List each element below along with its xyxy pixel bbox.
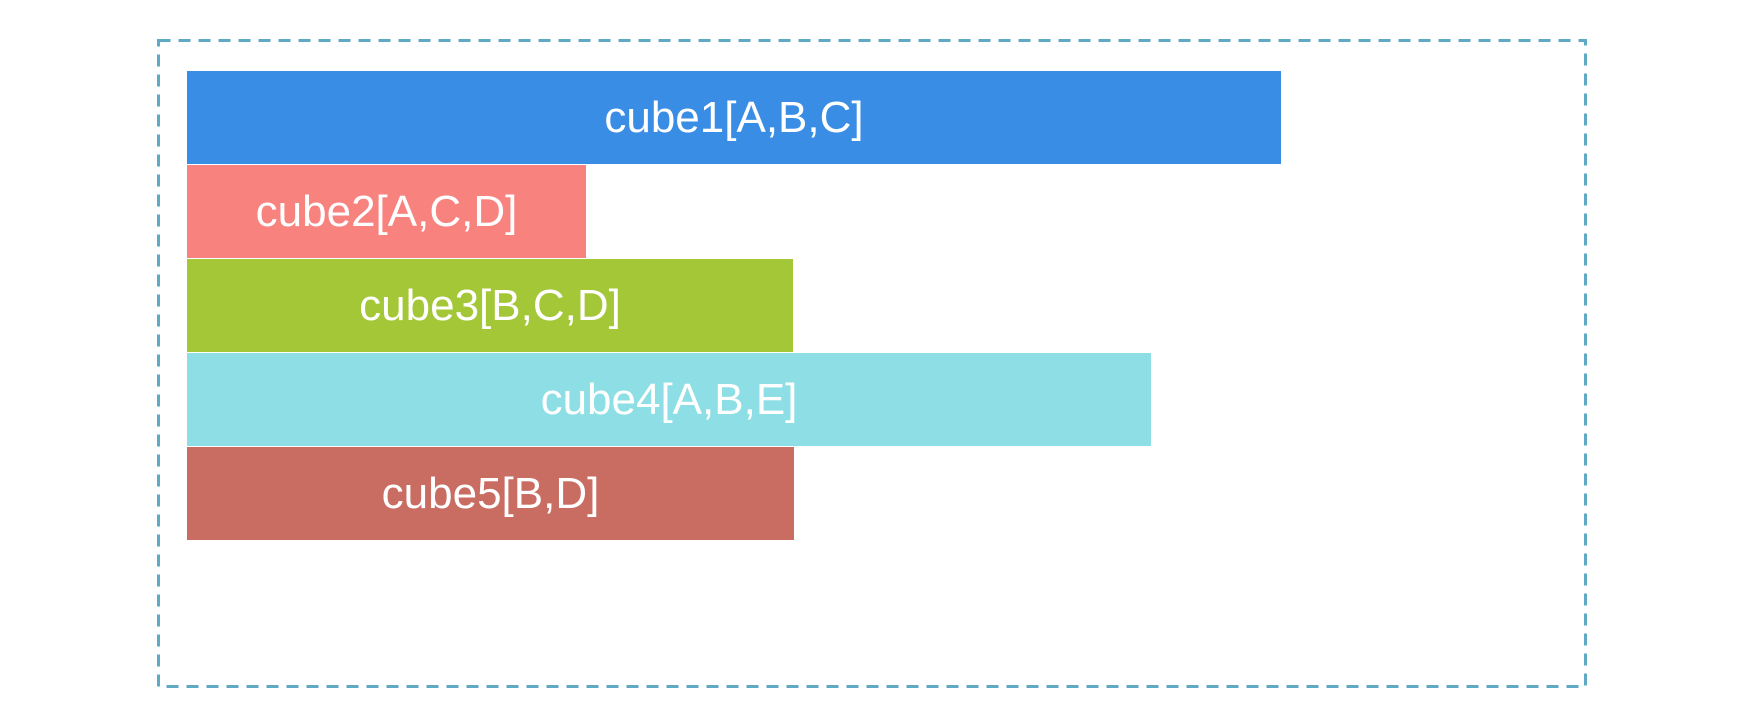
bar-label-cube2: cube2[A,C,D] [255,186,518,236]
bar-label-cube4: cube4[A,B,E] [540,374,798,424]
bar-label-cube1: cube1[A,B,C] [604,92,864,142]
bar-label-cube5: cube5[B,D] [381,468,600,518]
bar-label-cube3: cube3[B,C,D] [359,280,621,330]
bar-cube3: cube3[B,C,D] [187,259,793,352]
bar-cube2: cube2[A,C,D] [187,165,586,258]
bar-cube5: cube5[B,D] [187,447,794,540]
bar-cube4: cube4[A,B,E] [187,353,1151,446]
bar-group: cube1[A,B,C] cube2[A,C,D] cube3[B,C,D] c… [187,71,1281,541]
bar-cube1: cube1[A,B,C] [187,71,1281,164]
